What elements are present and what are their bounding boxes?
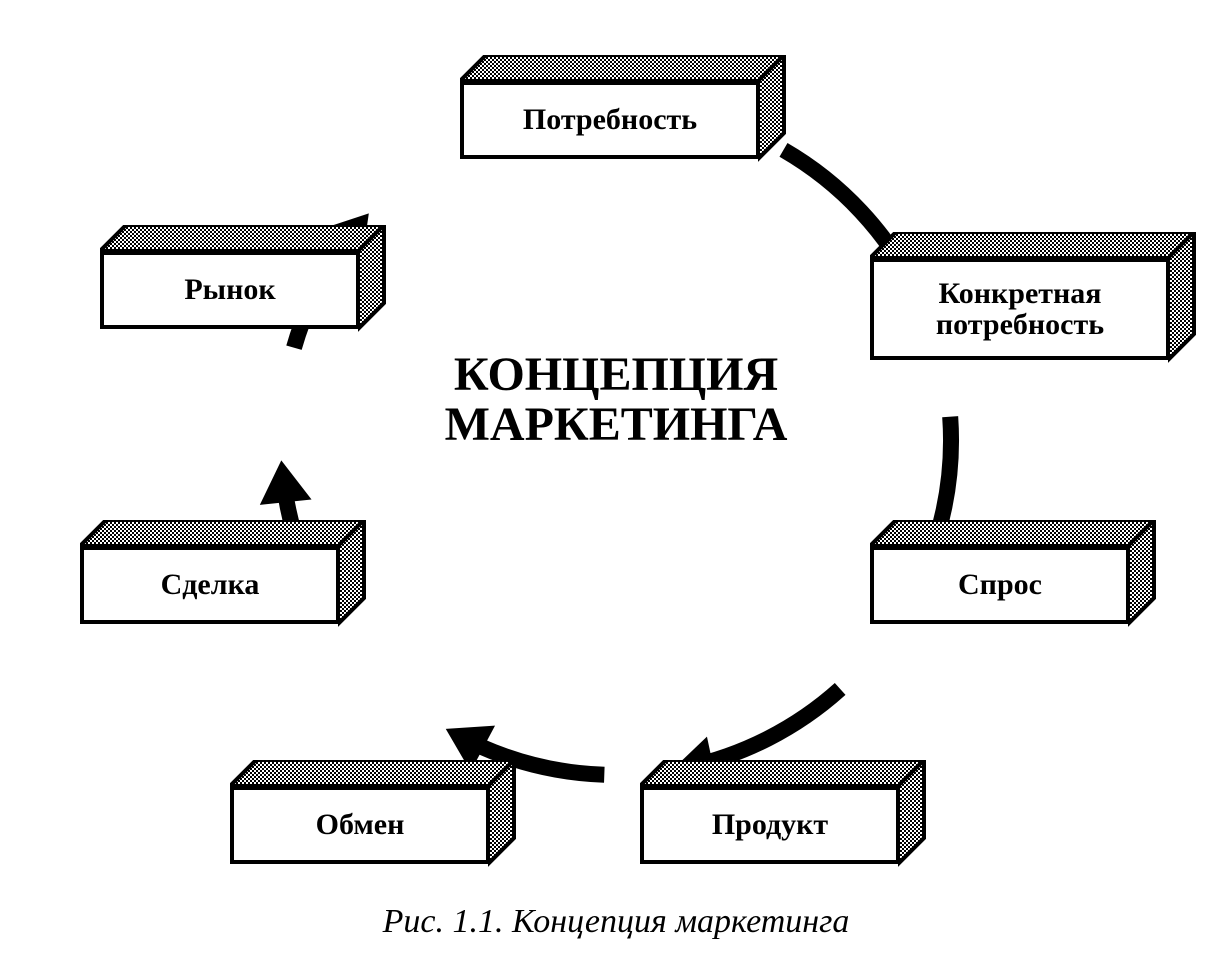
node-label: Продукт (640, 786, 900, 864)
node-box: Продукт (640, 760, 926, 864)
node-box: Потребность (460, 55, 786, 159)
node-label: Обмен (230, 786, 490, 864)
node-box: Конкретная потребность (870, 232, 1196, 360)
node-box: Сделка (80, 520, 366, 624)
caption-text: Рис. 1.1. Концепция маркетинга (383, 903, 850, 940)
node-label: Сделка (80, 546, 340, 624)
diagram-stage: Потребность Конкретная потребность Спрос Пр… (0, 0, 1231, 960)
center-title: КОНЦЕПЦИЯ МАРКЕТИНГА (386, 350, 846, 451)
node-label: Потребность (460, 81, 760, 159)
node-label: Рынок (100, 251, 360, 329)
node-box: Спрос (870, 520, 1156, 624)
node-label: Спрос (870, 546, 1130, 624)
node-box: Рынок (100, 225, 386, 329)
figure-caption: Рис. 1.1. Концепция маркетинга (266, 903, 966, 941)
node-box: Обмен (230, 760, 516, 864)
node-label: Конкретная потребность (870, 258, 1170, 360)
